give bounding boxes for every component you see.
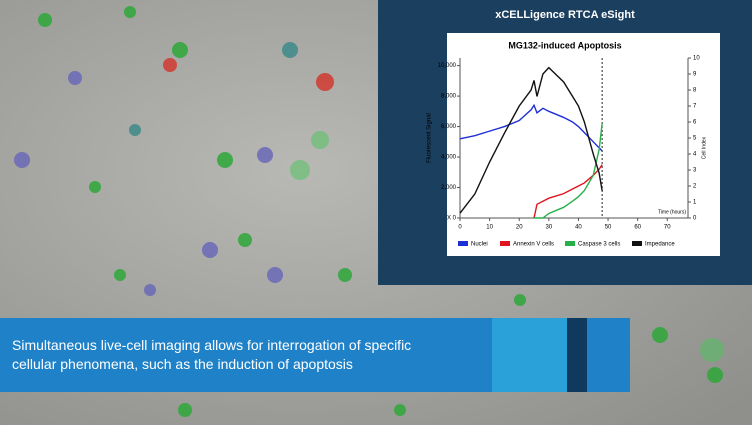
- cells: [14, 6, 724, 417]
- legend-label: Annexin V cells: [513, 242, 554, 248]
- series-line: [534, 123, 603, 219]
- y2-tick-label: 9: [693, 72, 697, 78]
- y-axis-title: Fluorescent Signal: [427, 113, 433, 163]
- y2-tick-label: 8: [693, 88, 697, 94]
- legend-label: Impedance: [645, 242, 675, 248]
- x-tick-label: 10: [486, 225, 493, 231]
- legend-swatch: [500, 241, 510, 246]
- caption: Simultaneous live-cell imaging allows fo…: [12, 337, 412, 372]
- y2-tick-label: 3: [693, 168, 697, 174]
- x-tick-label: 0: [458, 225, 462, 231]
- y-tick-label: 4,000: [441, 155, 457, 161]
- chart-title: MG132-induced Apoptosis: [508, 40, 621, 50]
- band-block: [567, 318, 587, 392]
- x-axis-title: Time (hours): [658, 209, 686, 215]
- caption-band: [0, 318, 492, 392]
- y-tick-label: 6,000: [441, 124, 457, 130]
- x-tick-label: 20: [516, 225, 523, 231]
- y-tick-label: 8,000: [441, 94, 457, 100]
- legend-swatch: [565, 241, 575, 246]
- band-block: [587, 318, 630, 392]
- x-tick-label: 60: [634, 225, 641, 231]
- y-tick-label: X 0: [447, 216, 457, 222]
- y2-tick-label: 7: [693, 104, 697, 110]
- band-block: [492, 318, 567, 392]
- legend-label: Nuclei: [471, 242, 488, 248]
- legend-label: Caspase 3 cells: [578, 242, 620, 248]
- legend-swatch: [458, 241, 468, 246]
- y2-axis-title: Cell Index: [701, 136, 707, 159]
- x-tick-label: 40: [575, 225, 582, 231]
- y2-tick-label: 4: [693, 152, 697, 158]
- series-line: [533, 164, 603, 219]
- chart-box: [447, 33, 720, 256]
- panel-title: xCELLigence RTCA eSight: [495, 9, 635, 21]
- series-line: [459, 66, 603, 214]
- series-line: [459, 103, 603, 152]
- y2-tick-label: 0: [693, 216, 697, 222]
- y-tick-label: 10,000: [438, 63, 457, 69]
- legend-swatch: [632, 241, 642, 246]
- y2-tick-label: 10: [693, 56, 700, 62]
- y-tick-label: 2,000: [441, 185, 457, 191]
- y2-tick-label: 1: [693, 200, 697, 206]
- y2-tick-label: 6: [693, 120, 697, 126]
- x-tick-label: 50: [605, 225, 612, 231]
- x-tick-label: 70: [664, 225, 671, 231]
- y2-tick-label: 2: [693, 184, 697, 190]
- y2-tick-label: 5: [693, 136, 697, 142]
- x-tick-label: 30: [545, 225, 552, 231]
